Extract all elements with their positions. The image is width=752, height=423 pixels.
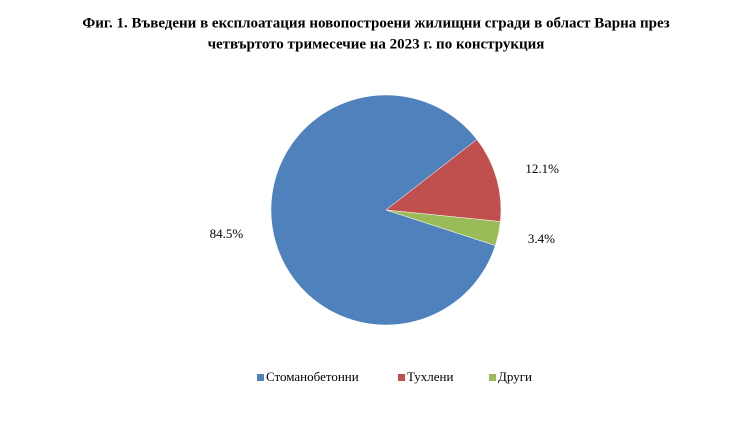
legend-swatch (257, 374, 264, 381)
legend-label: Стоманобетонни (266, 369, 359, 384)
legend-swatch (398, 374, 405, 381)
chart-title: Фиг. 1. Въведени в експлоатация новопост… (82, 15, 669, 31)
pie-slice (270, 94, 496, 326)
legend-label: Тухлени (407, 369, 454, 384)
pie-slice (385, 139, 502, 222)
pie-slice (385, 209, 501, 246)
chart-title: четвъртото тримесечие на 2023 г. по конс… (208, 36, 545, 52)
legend-label: Други (498, 369, 532, 384)
data-label: 84.5% (210, 226, 244, 241)
data-label: 3.4% (528, 231, 555, 246)
legend-swatch (489, 374, 496, 381)
data-label: 12.1% (525, 161, 559, 176)
